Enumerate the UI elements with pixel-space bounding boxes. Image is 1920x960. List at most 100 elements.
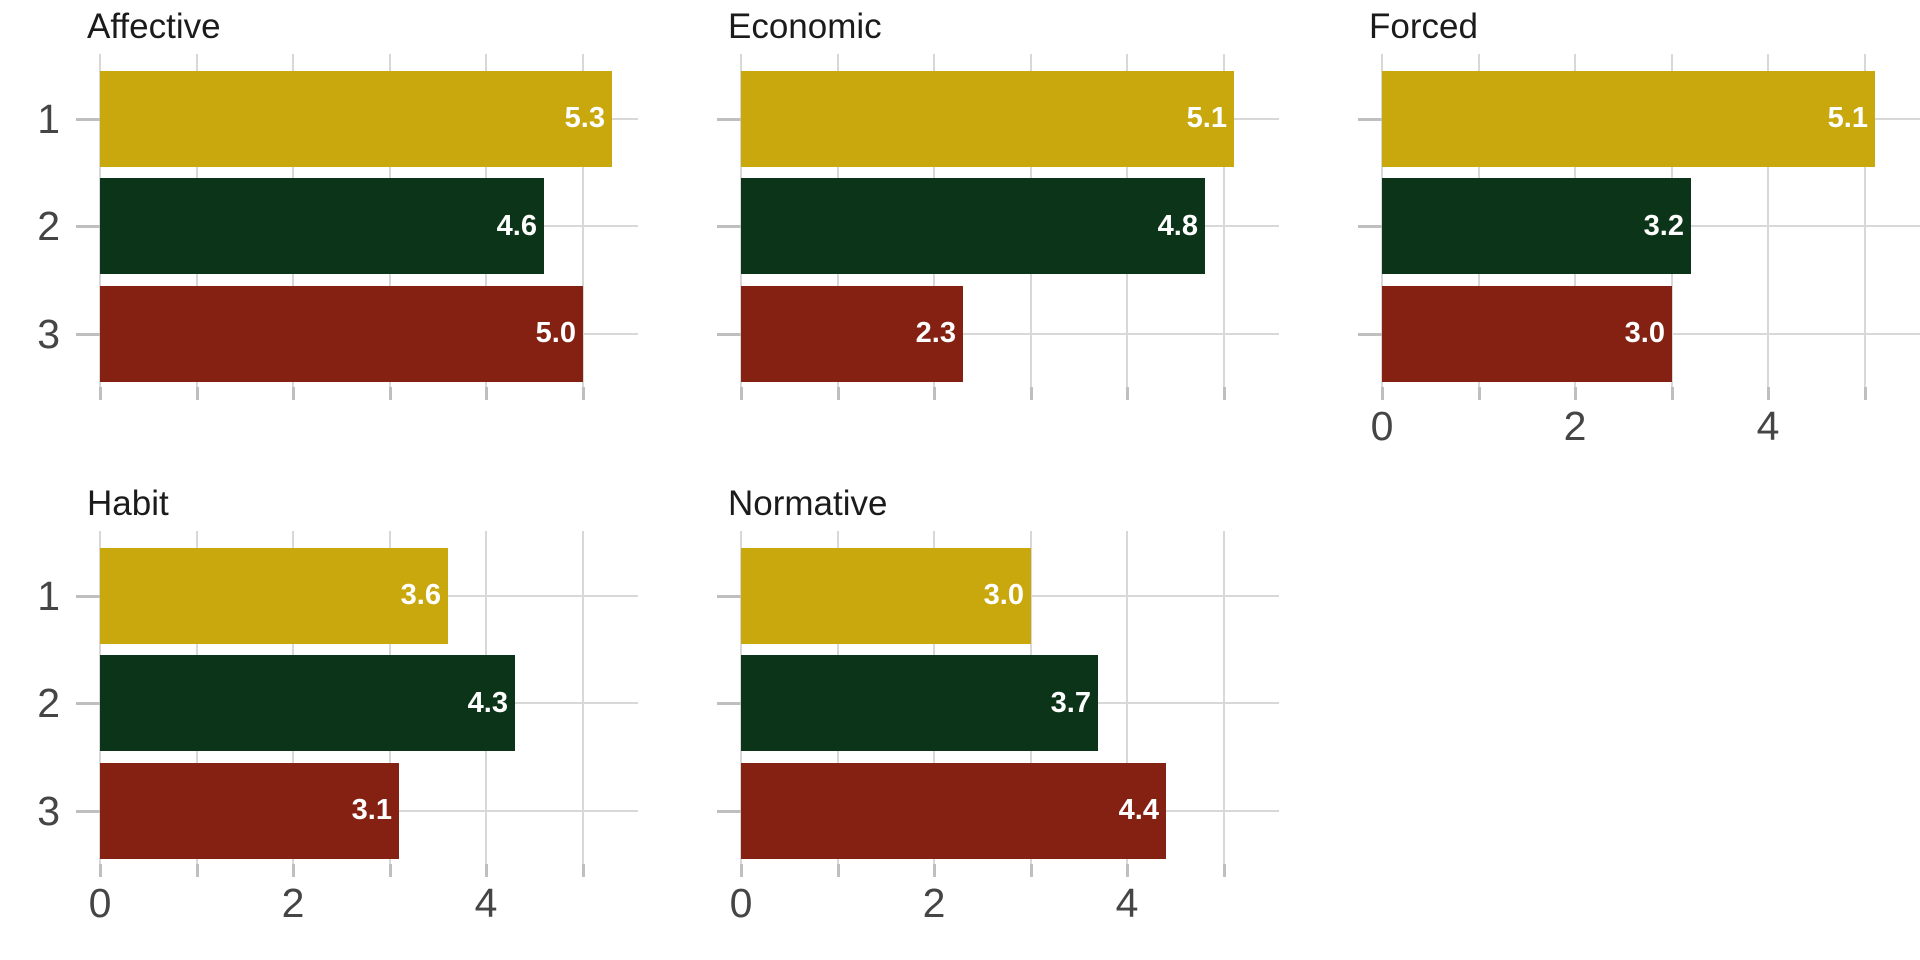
bar-normative-category-3: 4.4 — [741, 762, 1166, 859]
bar-value-label: 4.8 — [1157, 209, 1198, 242]
x-gridline — [1864, 54, 1866, 387]
x-tick-mark — [837, 387, 840, 400]
y-tick-mark — [717, 225, 741, 228]
bar-affective-category-2: 4.6 — [100, 178, 544, 274]
bar-habit-category-2: 4.3 — [100, 655, 515, 751]
y-axis-label: 3 — [37, 787, 60, 834]
facet-title-affective: Affective — [87, 7, 221, 46]
y-tick-mark — [76, 225, 100, 228]
x-axis-label: 2 — [1563, 403, 1587, 449]
bar-forced-category-3: 3.0 — [1382, 285, 1672, 382]
bar-forced-category-1: 5.1 — [1382, 70, 1875, 167]
y-tick-mark — [1358, 332, 1382, 336]
bar-value-label: 3.1 — [351, 794, 392, 826]
x-axis-label: 4 — [1756, 403, 1780, 449]
y-axis-label: 2 — [37, 680, 60, 726]
x-axis-label: 2 — [922, 880, 946, 926]
bar-value-label: 3.0 — [983, 579, 1024, 611]
x-tick-mark — [1223, 864, 1226, 877]
bar-habit-category-3: 3.1 — [100, 762, 399, 859]
x-tick-mark — [1574, 387, 1577, 400]
y-tick-mark — [76, 332, 100, 336]
x-tick-mark — [389, 864, 392, 877]
x-tick-mark — [740, 387, 743, 400]
x-tick-mark — [933, 387, 936, 400]
bar-value-label: 3.6 — [400, 579, 441, 611]
x-axis-label: 0 — [88, 880, 112, 926]
x-tick-mark — [837, 864, 840, 877]
bar-value-label: 2.3 — [915, 317, 956, 349]
x-tick-mark — [1030, 387, 1033, 400]
y-tick-mark — [1358, 225, 1382, 228]
panel-economic: 5.1 4.8 2.3 — [717, 54, 1279, 400]
x-tick-mark — [1126, 387, 1129, 400]
y-tick-mark — [76, 702, 100, 705]
x-tick-mark — [1030, 864, 1033, 877]
y-tick-mark — [717, 702, 741, 705]
facet-title-economic: Economic — [728, 7, 882, 46]
bar-value-label: 5.1 — [1827, 102, 1868, 134]
y-tick-mark — [717, 332, 741, 336]
bar-value-label: 4.6 — [496, 209, 537, 242]
x-gridline — [1223, 54, 1225, 387]
x-tick-mark — [292, 387, 295, 400]
bar-value-label: 3.7 — [1050, 686, 1091, 719]
x-tick-mark — [485, 387, 488, 400]
bar-value-label: 4.3 — [467, 686, 508, 719]
x-tick-mark — [196, 864, 199, 877]
x-tick-mark — [1223, 387, 1226, 400]
bar-affective-category-1: 5.3 — [100, 70, 612, 167]
x-tick-mark — [389, 387, 392, 400]
panel-normative: 3.0 3.7 4.4 0 2 4 — [717, 531, 1279, 926]
y-tick-mark — [76, 117, 100, 121]
x-tick-mark — [1767, 387, 1770, 400]
bar-value-label: 5.3 — [564, 102, 605, 134]
x-gridline — [582, 531, 584, 864]
bar-value-label: 5.0 — [535, 317, 576, 349]
x-tick-mark — [933, 864, 936, 877]
x-tick-mark — [99, 387, 102, 400]
panel-affective: 5.3 4.6 5.0 1 2 3 — [37, 54, 638, 400]
bar-value-label: 5.1 — [1186, 102, 1227, 134]
y-tick-mark — [76, 809, 100, 813]
x-tick-mark — [1381, 387, 1384, 400]
bar-value-label: 3.0 — [1624, 317, 1665, 349]
bar-value-label: 3.2 — [1643, 209, 1684, 242]
x-gridline — [1223, 531, 1225, 864]
x-tick-mark — [1126, 864, 1129, 877]
bar-normative-category-1: 3.0 — [741, 547, 1031, 644]
x-tick-mark — [740, 864, 743, 877]
y-axis-label: 1 — [37, 95, 60, 142]
y-tick-mark — [1358, 117, 1382, 121]
panel-habit: 3.6 4.3 3.1 1 2 3 0 2 4 — [37, 531, 638, 926]
x-tick-mark — [1478, 387, 1481, 400]
x-gridline — [1767, 54, 1769, 387]
x-tick-mark — [485, 864, 488, 877]
x-tick-mark — [196, 387, 199, 400]
x-gridline — [582, 54, 584, 387]
bar-affective-category-3: 5.0 — [100, 285, 583, 382]
bar-economic-category-3: 2.3 — [741, 285, 963, 382]
x-axis-label: 0 — [729, 880, 753, 926]
y-tick-mark — [717, 117, 741, 121]
x-tick-mark — [1864, 387, 1867, 400]
x-tick-mark — [582, 387, 585, 400]
bar-habit-category-1: 3.6 — [100, 547, 448, 644]
x-tick-mark — [292, 864, 295, 877]
y-axis-label: 2 — [37, 203, 60, 249]
x-axis-label: 4 — [1115, 880, 1139, 926]
facet-title-habit: Habit — [87, 484, 169, 523]
y-axis-label: 1 — [37, 572, 60, 619]
x-tick-mark — [99, 864, 102, 877]
bar-value-label: 4.4 — [1118, 794, 1159, 826]
bar-economic-category-1: 5.1 — [741, 70, 1234, 167]
bar-forced-category-2: 3.2 — [1382, 178, 1691, 274]
x-tick-mark — [1671, 387, 1674, 400]
x-axis-label: 4 — [474, 880, 498, 926]
y-tick-mark — [76, 594, 100, 598]
x-axis-label: 0 — [1370, 403, 1394, 449]
facet-title-normative: Normative — [728, 484, 888, 523]
y-axis-label: 3 — [37, 310, 60, 357]
y-tick-mark — [717, 809, 741, 813]
